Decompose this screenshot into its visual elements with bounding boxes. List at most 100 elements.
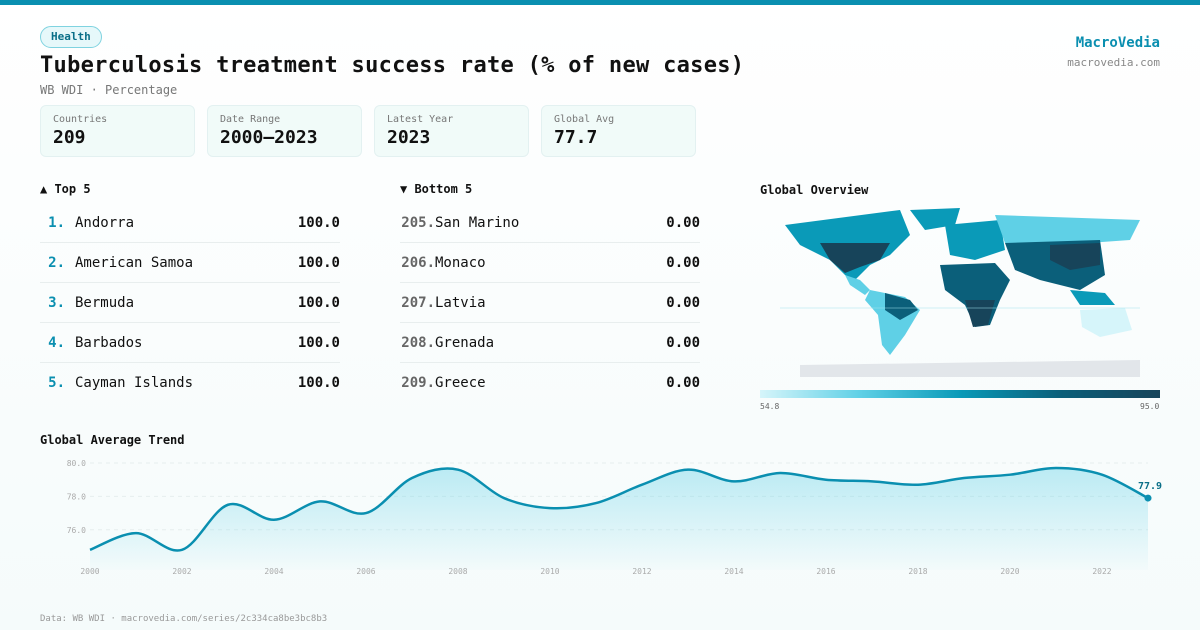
data-point[interactable] [498,492,510,504]
stat-label: Date Range [220,114,281,125]
country-name: American Samoa [75,254,194,271]
ranking-row[interactable]: 209. Greece 0.00 [400,363,700,403]
trend-line [89,466,1149,552]
country-name: Latvia [435,294,486,311]
data-point[interactable] [176,544,188,556]
last-value-label: 77.9 [1138,481,1162,492]
map-china [1050,243,1100,270]
ranking-row[interactable]: 207. Latvia 0.00 [400,283,700,323]
stat-label: Latest Year [387,114,454,125]
data-point[interactable] [1004,469,1016,481]
page-title: Tuberculosis treatment success rate (% o… [40,53,745,78]
country-value: 100.0 [297,375,340,391]
bottom5-list: 205. San Marino 0.00 206. Monaco 0.00 207. Latv… [400,203,700,403]
x-tick-label: 2004 [264,567,283,576]
data-point[interactable] [406,472,418,484]
rank: 209. [401,375,435,391]
x-tick-label: 2020 [1000,567,1019,576]
world-map[interactable] [760,205,1160,380]
trend-chart: 76.0 78.0 80.0 2000 2002 2004 2006 2008 2010 2012… [67,459,1162,576]
data-point[interactable] [1050,462,1062,474]
country-value: 0.00 [666,254,700,271]
x-tick-label: 2000 [80,567,99,576]
rank: 206. [401,254,435,271]
map-africa [940,263,1010,327]
country-name: Greece [435,375,486,391]
stat-value: 209 [53,127,86,148]
data-point[interactable] [544,502,556,514]
y-tick-label: 76.0 [67,526,86,535]
x-tick-label: 2012 [632,567,651,576]
top-accent-bar [0,0,1200,5]
country-value: 0.00 [666,294,700,311]
rank: 205. [401,214,435,231]
legend-min: 54.8 [760,402,780,411]
data-point[interactable] [222,499,234,511]
ranking-row[interactable]: 208. Grenada 0.00 [400,323,700,363]
data-point[interactable] [314,495,326,507]
ranking-row[interactable]: 205. San Marino 0.00 [400,203,700,243]
country-value: 0.00 [666,214,700,231]
data-point[interactable] [452,464,464,476]
x-tick-label: 2002 [172,567,191,576]
country-name: Grenada [435,334,495,351]
data-point[interactable] [866,475,878,487]
data-point[interactable] [958,472,970,484]
rank: 207. [401,294,435,311]
stat-card-date-range: Date Range 2000–2023 [207,105,362,157]
trend-title: Global Average Trend [40,433,185,447]
data-point[interactable] [1096,469,1108,481]
data-point[interactable] [728,475,740,487]
data-point[interactable] [590,497,602,509]
trend-area [90,468,1148,570]
ranking-row[interactable]: 4. Barbados 100.0 [40,323,340,363]
data-point[interactable] [268,514,280,526]
data-point[interactable] [636,479,648,491]
stat-label: Countries [53,114,108,125]
brand-logo[interactable]: MacroVedia [1075,35,1160,51]
category-badge[interactable]: Health [40,26,102,48]
map-russia [995,215,1140,245]
ranking-row[interactable]: 5. Cayman Islands 100.0 [40,363,340,403]
data-point[interactable] [360,507,372,519]
stat-card-global-avg: Global Avg 77.7 [541,105,696,157]
ranking-row[interactable]: 1. Andorra 100.0 [40,203,340,243]
country-name: Andorra [75,214,135,231]
map-europe [945,220,1005,260]
rank: 1. [48,214,65,231]
y-tick-label: 78.0 [67,492,86,501]
country-name: Cayman Islands [75,375,194,391]
ranking-row[interactable]: 2. American Samoa 100.0 [40,243,340,283]
data-point[interactable] [682,464,694,476]
stat-label: Global Avg [554,114,615,125]
rank: 4. [48,334,65,351]
last-point-marker [1144,494,1152,502]
x-tick-label: 2022 [1092,567,1111,576]
stat-value: 2023 [387,127,431,148]
x-tick-label: 2018 [908,567,927,576]
map-brazil [885,293,918,320]
map-color-legend [760,390,1160,398]
x-tick-label: 2010 [540,567,559,576]
x-tick-label: 2008 [448,567,467,576]
rank: 5. [48,375,65,391]
data-point[interactable] [820,474,832,486]
data-point[interactable] [130,527,142,539]
data-point[interactable] [84,544,96,556]
legend-max: 95.0 [1140,402,1160,411]
map-central-america [845,275,870,295]
brand-url[interactable]: macrovedia.com [1067,56,1160,69]
country-name: Barbados [75,334,143,351]
ranking-row[interactable]: 3. Bermuda 100.0 [40,283,340,323]
data-point[interactable] [774,467,786,479]
country-value: 100.0 [297,254,340,271]
x-tick-label: 2016 [816,567,835,576]
ranking-row[interactable]: 206. Monaco 0.00 [400,243,700,283]
bottom5-heading: ▼ Bottom 5 [400,182,473,196]
map-australia [1080,308,1132,337]
stat-card-latest-year: Latest Year 2023 [374,105,529,157]
x-tick-label: 2006 [356,567,375,576]
country-name: Monaco [435,254,486,271]
data-point[interactable] [912,479,924,491]
top5-heading: ▲ Top 5 [40,182,91,196]
